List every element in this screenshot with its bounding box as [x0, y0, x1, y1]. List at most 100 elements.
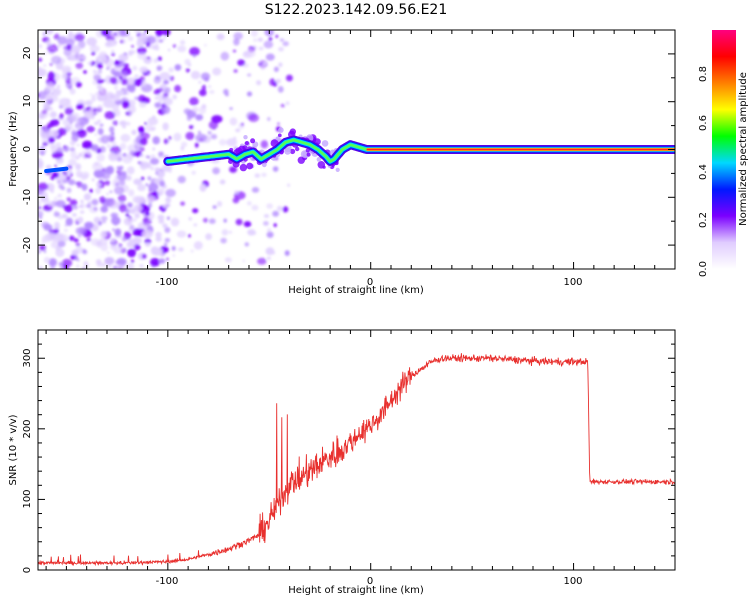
heatmap-noise-blob — [121, 38, 125, 43]
heatmap-noise-blob — [198, 130, 201, 134]
heatmap-noise-blob — [61, 73, 68, 80]
heatmap-noise-blob — [225, 93, 229, 97]
heatmap-noise-blob — [134, 196, 146, 204]
heatmap-noise-blob — [170, 217, 180, 227]
heatmap-noise-blob — [114, 85, 118, 90]
heatmap-noise-blob — [246, 201, 252, 206]
heatmap-noise-blob — [93, 74, 102, 81]
snr-series-line — [38, 353, 675, 567]
heatmap-noise-blob — [251, 204, 259, 211]
heatmap-noise-blob — [111, 141, 117, 146]
heatmap-noise-blob — [174, 64, 182, 71]
heatmap-noise-blob — [83, 193, 92, 201]
heatmap-noise-blob — [70, 150, 77, 159]
heatmap-noise-blob — [103, 99, 116, 109]
heatmap-noise-blob — [100, 216, 108, 221]
heatmap-noise-blob — [273, 223, 277, 228]
heatmap-noise-blob — [66, 175, 71, 181]
heatmap-noise-blob — [209, 90, 215, 94]
heatmap-noise-blob — [125, 121, 131, 126]
colorbar-label: Normalized spectral amplitude — [738, 72, 749, 226]
heatmap-noise-blob — [38, 189, 44, 195]
heatmap-noise-blob — [134, 74, 139, 78]
heatmap-noise-blob — [180, 247, 183, 251]
heatmap-noise-blob — [72, 128, 76, 132]
heatmap-noise-blob — [83, 110, 95, 120]
heatmap-noise-blob — [110, 212, 118, 219]
heatmap-noise-blob — [180, 40, 186, 45]
heatmap-ridge-halo — [277, 133, 282, 138]
heatmap-noise-blob — [79, 174, 83, 178]
heatmap-noise-blob — [83, 174, 89, 180]
heatmap-noise-blob — [107, 39, 113, 46]
heatmap-noise-blob — [140, 132, 150, 140]
heatmap-noise-blob — [100, 243, 109, 252]
heatmap-noise-blob — [47, 71, 56, 81]
heatmap-noise-blob — [57, 147, 64, 154]
heatmap-noise-blob — [58, 262, 63, 266]
snr-y-tick-label: 200 — [22, 419, 33, 438]
heatmap-noise-blob — [114, 59, 121, 66]
heatmap-noise-blob — [140, 153, 144, 158]
heatmap-noise-blob — [50, 145, 58, 154]
heatmap-ridge-halo — [261, 162, 267, 168]
heatmap-noise-blob — [250, 30, 258, 37]
heatmap-ridge-halo — [278, 127, 284, 133]
heatmap-noise-blob — [192, 106, 199, 113]
heatmap-noise-blob — [127, 202, 132, 207]
heatmap-marks — [38, 30, 675, 269]
heatmap-noise-blob — [164, 238, 171, 243]
heatmap-noise-blob — [82, 249, 88, 255]
heatmap-noise-blob — [75, 243, 81, 247]
heatmap-noise-blob — [75, 256, 79, 261]
heatmap-noise-blob — [165, 196, 172, 204]
heatmap-noise-blob — [83, 70, 87, 74]
heatmap-noise-blob — [174, 84, 182, 93]
heatmap-noise-blob — [139, 161, 149, 169]
heatmap-noise-blob — [86, 37, 97, 46]
heatmap-noise-blob — [148, 43, 154, 50]
heatmap-noise-blob — [114, 228, 122, 237]
heatmap-noise-blob — [125, 213, 130, 217]
heatmap-noise-blob — [218, 139, 227, 146]
heatmap-panel: -100 0 100 -20 -10 0 10 20 Height of str… — [8, 29, 676, 296]
heatmap-noise-blob — [272, 166, 279, 172]
heatmap-noise-blob — [122, 125, 126, 129]
heatmap-noise-blob — [141, 229, 153, 239]
heatmap-noise-blob — [195, 133, 207, 143]
heatmap-noise-blob — [205, 233, 213, 241]
heatmap-noise-blob — [167, 216, 170, 220]
heatmap-ridge-halo — [243, 135, 248, 140]
heatmap-noise-blob — [76, 264, 80, 269]
heatmap-noise-blob — [216, 33, 225, 41]
heatmap-noise-blob — [113, 246, 124, 254]
heatmap-noise-blob — [86, 125, 95, 133]
heatmap-noise-blob — [151, 247, 163, 256]
heatmap-noise-blob — [180, 146, 185, 151]
snr-ticks — [38, 329, 676, 571]
heatmap-noise-blob — [38, 250, 41, 254]
colorbar-scale — [712, 30, 736, 269]
heatmap-y-tick-label: -20 — [22, 237, 33, 253]
heatmap-noise-blob — [127, 248, 137, 258]
heatmap-noise-blob — [154, 178, 161, 185]
heatmap-noise-blob — [109, 190, 113, 194]
heatmap-noise-blob — [121, 236, 127, 242]
heatmap-noise-blob — [68, 179, 76, 186]
heatmap-noise-blob — [220, 51, 230, 61]
heatmap-noise-blob — [61, 258, 73, 268]
heatmap-noise-blob — [185, 131, 195, 141]
heatmap-noise-blob — [137, 52, 147, 60]
heatmap-noise-blob — [47, 44, 59, 53]
heatmap-ridge-halo — [300, 150, 309, 158]
heatmap-noise-blob — [77, 234, 82, 238]
heatmap-noise-blob — [38, 200, 42, 206]
heatmap-ridge-halo — [321, 140, 329, 147]
heatmap-noise-blob — [108, 152, 117, 160]
heatmap-noise-blob — [216, 201, 223, 207]
heatmap-noise-blob — [233, 69, 238, 73]
heatmap-noise-blob — [245, 49, 256, 58]
heatmap-noise-blob — [146, 56, 151, 60]
heatmap-noise-blob — [87, 61, 93, 66]
heatmap-noise-blob — [134, 30, 142, 34]
